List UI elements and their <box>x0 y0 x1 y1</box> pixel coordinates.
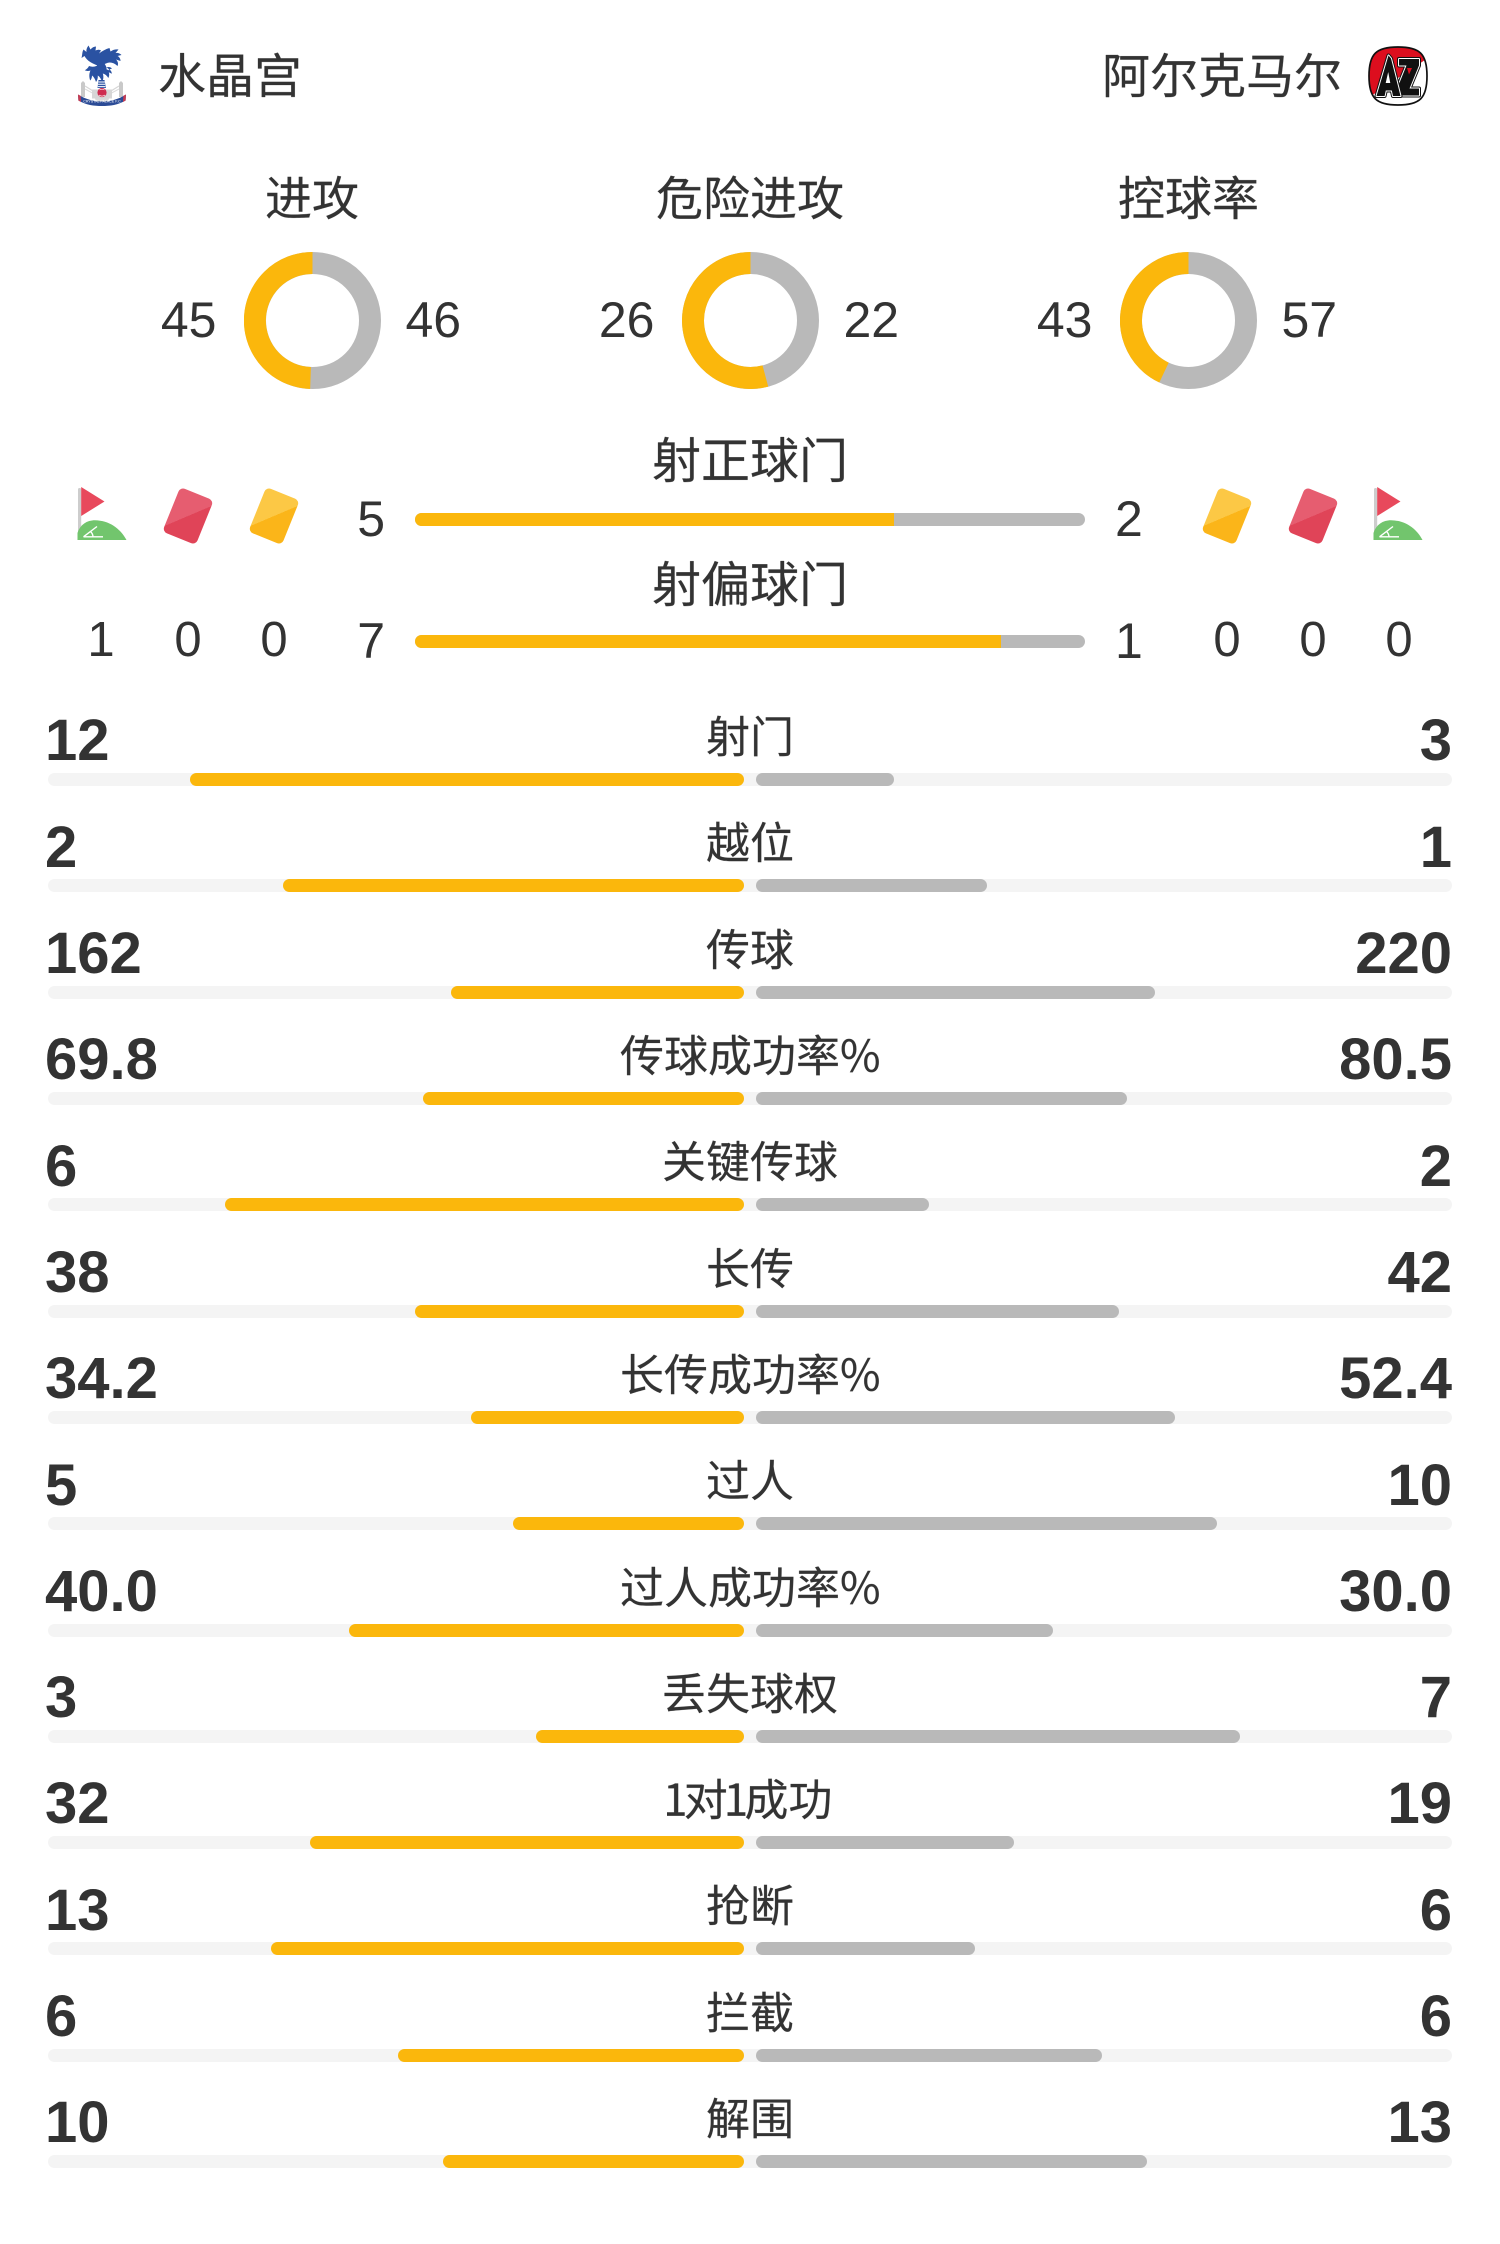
svg-text:CRYSTAL PALACE F.C: CRYSTAL PALACE F.C <box>83 100 121 104</box>
